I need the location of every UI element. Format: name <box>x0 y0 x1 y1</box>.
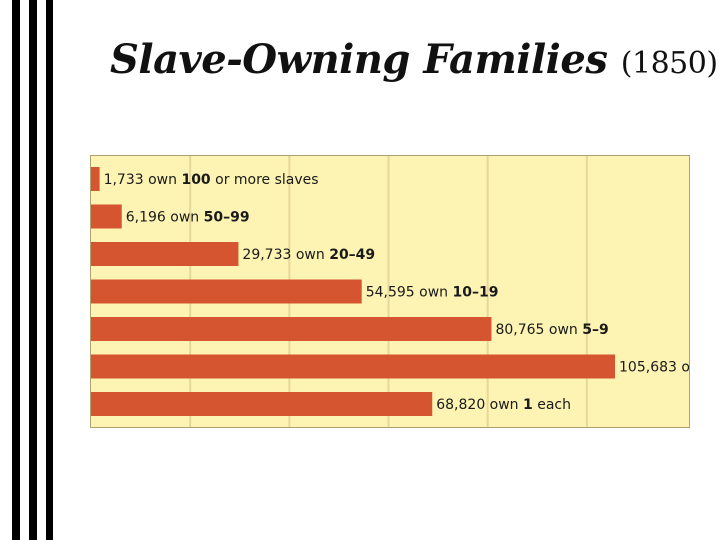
bar <box>91 279 362 304</box>
left-stripe-1 <box>12 0 20 540</box>
page-title: Slave-Owning Families (1850) <box>110 36 718 83</box>
bar-label: 80,765 own 5–9 <box>495 322 608 338</box>
bar <box>91 242 239 266</box>
bar-label: 68,820 own 1 each <box>436 397 571 413</box>
title-main: Slave-Owning Families <box>110 36 608 83</box>
bar-chart: 1,733 own 100 or more slaves 6,196 own 50… <box>90 155 720 428</box>
bar-label: 1,733 own 100 or more slaves <box>104 172 319 188</box>
left-stripe-3 <box>46 0 53 540</box>
bar-label: 29,733 own 20–49 <box>242 247 375 263</box>
bar-label: 54,595 own 10–19 <box>366 285 499 301</box>
chart-svg: 1,733 own 100 or more slaves 6,196 own 50… <box>91 156 720 427</box>
left-stripe-2 <box>29 0 37 540</box>
bar-label: 105,683 own 2–4 <box>619 360 689 376</box>
bar <box>91 167 100 191</box>
bar <box>91 317 492 341</box>
title-year: (1850) <box>620 46 718 81</box>
bar <box>91 392 433 416</box>
bar <box>91 354 616 379</box>
bar <box>91 204 122 229</box>
bar-label: 6,196 own 50–99 <box>126 210 250 226</box>
